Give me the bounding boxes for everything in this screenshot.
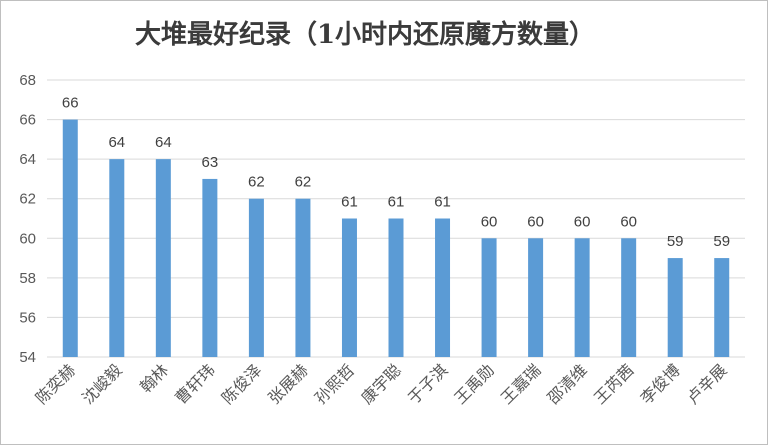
x-tick-label: 卢辛展: [683, 360, 730, 407]
x-tick-label: 陈奕赫: [32, 360, 79, 407]
y-tick-label: 66: [19, 112, 36, 129]
x-tick-label: 王嘉瑞: [497, 360, 544, 407]
y-axis-ticks: 54 56 58 60 62 64 66 68: [19, 72, 36, 366]
x-tick-label: 沈峻毅: [78, 360, 125, 407]
y-tick-label: 58: [19, 270, 36, 287]
x-tick-label: 于子淇: [404, 360, 451, 407]
bar: [202, 178, 218, 357]
bar: [62, 119, 78, 357]
bar: [667, 258, 683, 357]
bar: [388, 218, 404, 357]
y-tick-label: 56: [19, 309, 36, 326]
data-label: 62: [295, 174, 312, 191]
bar: [528, 238, 544, 357]
y-tick-label: 54: [19, 349, 36, 366]
y-tick-label: 60: [19, 230, 36, 247]
bar: [481, 238, 497, 357]
x-axis-ticks: 陈奕赫 沈峻毅 翰林 曹轩玮 陈俊泽 张展赫 孙熙哲 康宇聪 于子淇 王禹勋 王嘉瑞 邵清维 王芮茜 李俊…: [32, 360, 731, 407]
x-tick-label: 王芮茜: [590, 360, 637, 407]
x-tick-label: 康宇聪: [357, 360, 404, 407]
chart-title: 大堆最好纪录（1小时内还原魔方数量）: [135, 19, 595, 50]
x-tick-label: 王禹勋: [451, 360, 498, 407]
bar: [574, 238, 590, 357]
bar: [248, 198, 264, 357]
x-tick-label: 邵清维: [544, 360, 591, 407]
data-label: 64: [155, 134, 172, 151]
data-label: 64: [108, 134, 125, 151]
y-tick-label: 62: [19, 191, 36, 208]
bar: [109, 159, 125, 357]
data-label: 59: [667, 233, 684, 250]
x-tick-label: 李俊博: [637, 360, 684, 407]
x-tick-label: 孙熙哲: [311, 360, 358, 407]
data-label: 60: [481, 213, 498, 230]
data-label: 61: [388, 194, 405, 211]
bar: [155, 159, 171, 357]
data-label: 61: [434, 194, 451, 211]
data-label: 60: [527, 213, 544, 230]
x-tick-label: 曹轩玮: [171, 360, 218, 407]
x-tick-label: 翰林: [136, 360, 172, 396]
y-tick-label: 68: [19, 72, 36, 89]
bar: [435, 218, 451, 357]
bar: [714, 258, 730, 357]
data-label: 60: [620, 213, 637, 230]
y-tick-label: 64: [19, 151, 36, 168]
data-label: 63: [202, 154, 219, 171]
bar: [295, 198, 311, 357]
bar: [341, 218, 357, 357]
data-labels: 66 64 64 63 62 62 61 61 61 60 60 60 60 59 59: [62, 95, 730, 251]
data-label: 59: [713, 233, 730, 250]
x-tick-label: 陈俊泽: [218, 360, 265, 407]
bar: [621, 238, 637, 357]
data-label: 60: [574, 213, 591, 230]
data-label: 66: [62, 95, 79, 112]
x-tick-label: 张展赫: [264, 360, 311, 407]
bars: [62, 119, 730, 357]
data-label: 61: [341, 194, 358, 211]
data-label: 62: [248, 174, 265, 191]
